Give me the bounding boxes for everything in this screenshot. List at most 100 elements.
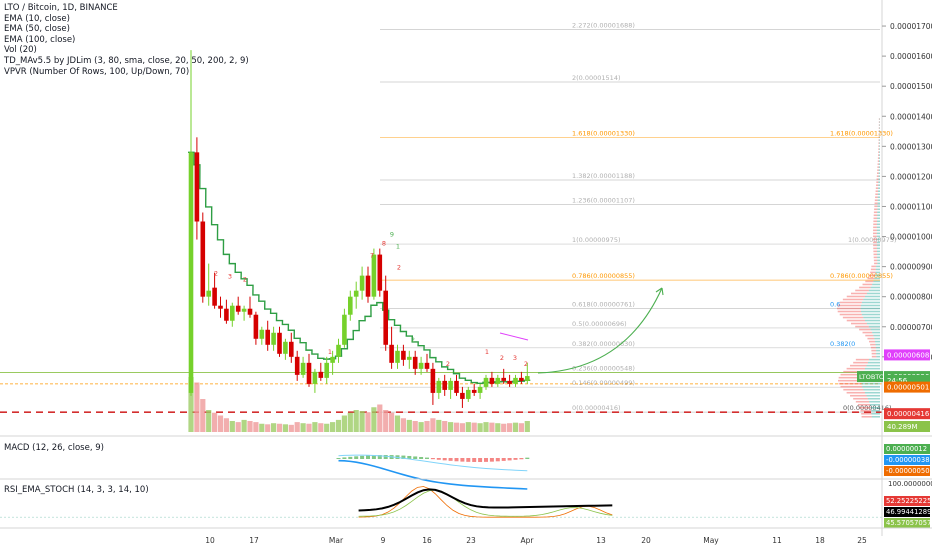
volume-bar	[512, 422, 519, 432]
vpvr-bar-up	[875, 271, 880, 274]
vpvr-bar-up	[877, 211, 880, 214]
candle-body	[312, 371, 318, 384]
indicator-vpvr[interactable]: VPVR (Number Of Rows, 100, Up/Down, 70)	[4, 66, 190, 77]
vpvr-bar-down	[873, 235, 877, 238]
ema-line	[188, 151, 531, 385]
vpvr-bar-up	[867, 397, 880, 400]
vpvr-bar-down	[867, 277, 875, 280]
volume-bar	[206, 410, 212, 432]
vpvr-bar-down	[861, 415, 872, 418]
vpvr-bar-down	[870, 268, 876, 271]
vpvr-bar-down	[878, 142, 880, 144]
indicator-ema50[interactable]: EMA (50, close)	[4, 24, 70, 35]
vpvr-bar-up	[879, 145, 880, 147]
td-label: 3	[228, 273, 232, 281]
indicator-volume[interactable]: Vol (20)	[4, 45, 37, 56]
indicator-ema10[interactable]: EMA (10, close)	[4, 13, 70, 24]
vpvr-bar-down	[838, 379, 862, 382]
vpvr-bar-up	[877, 256, 880, 259]
price-tick-label: 0.00001500	[890, 82, 932, 91]
macd-histogram-bar	[360, 455, 365, 459]
macd-value-label: 0.00000012	[886, 445, 927, 453]
vpvr-bar-down	[846, 295, 866, 298]
time-tick-label: 18	[815, 536, 825, 545]
candle-body	[336, 344, 341, 357]
vpvr-bar-up	[879, 130, 880, 132]
vpvr-bar-up	[860, 304, 880, 307]
vpvr-bar-down	[873, 244, 877, 247]
vpvr-bar-down	[859, 328, 871, 331]
vpvr-bar-down	[873, 220, 878, 223]
vpvr-bar-up	[872, 331, 880, 334]
indicator-legend: LTO / Bitcoin, 1D, BINANCE EMA (10, clos…	[4, 3, 249, 77]
time-tick-label: 25	[857, 536, 867, 545]
price-tag-label: 24:56	[887, 377, 908, 385]
indicator-ema100[interactable]: EMA (100, close)	[4, 34, 76, 45]
macd-histogram-bar	[489, 458, 494, 462]
macd-histogram-bar	[401, 455, 406, 459]
time-tick-label: Mar	[329, 536, 344, 545]
vpvr-bar-up	[865, 295, 880, 298]
vpvr-bar-up	[879, 142, 880, 144]
candle-body	[460, 392, 465, 399]
fib-right-label: 1.618(0.00001330)	[830, 129, 893, 137]
volume-bar	[217, 415, 224, 432]
vpvr-bar-up	[873, 334, 880, 337]
time-tick-label: 23	[466, 536, 476, 545]
macd-title[interactable]: MACD (12, 26, close, 9)	[4, 443, 104, 453]
volume-bar	[271, 423, 277, 432]
volume-bar	[223, 418, 229, 432]
candle-body	[206, 290, 211, 297]
trend-line-magenta	[499, 332, 529, 341]
vpvr-bar-down	[838, 382, 862, 385]
candle-body	[507, 380, 512, 384]
candle-body	[230, 305, 235, 321]
vpvr-bar-down	[850, 292, 867, 295]
vpvr-bar-down	[877, 163, 879, 165]
vpvr-bar-up	[879, 118, 880, 120]
rsi-value-tag	[884, 518, 930, 528]
vpvr-bar-down	[846, 367, 865, 370]
volume-bar	[312, 422, 318, 432]
candle-body	[407, 356, 412, 360]
fib-label: 0.786(0.00000855)	[572, 272, 635, 280]
candle-body	[348, 296, 353, 315]
vpvr-bar-down	[846, 319, 866, 322]
symbol-title[interactable]: LTO / Bitcoin, 1D, BINANCE	[4, 3, 118, 13]
vpvr-bar-down	[878, 148, 880, 150]
fib-label: 0.5(0.00000696)	[572, 320, 627, 328]
candle-body	[525, 376, 530, 381]
vpvr-bar-up	[877, 253, 880, 256]
vpvr-bar-up	[866, 322, 880, 325]
indicator-td[interactable]: TD_MAv5.5 by JDLim (3, 80, sma, close, 2…	[4, 55, 249, 66]
candle-body	[324, 362, 329, 378]
vpvr-bar-up	[878, 175, 880, 178]
volume-bar	[188, 377, 194, 432]
vpvr-bar-up	[861, 301, 880, 304]
vpvr-bar-up	[869, 400, 880, 403]
vpvr-bar-down	[850, 364, 867, 367]
candle-body	[200, 221, 206, 297]
vpvr-bar-down	[846, 391, 865, 394]
price-tick-label: 0.00000800	[890, 293, 932, 302]
time-tick-label: 10	[205, 536, 215, 545]
rsi-title[interactable]: RSI_EMA_STOCH (14, 3, 3, 14, 10)	[4, 485, 149, 495]
price-tick-label: 0.00001300	[890, 142, 932, 151]
price-tick-label: 0.00001600	[890, 52, 932, 61]
vpvr-bar-up	[876, 223, 880, 226]
volume-bar	[306, 423, 312, 432]
vpvr-bar-down	[839, 301, 862, 304]
vpvr-bar-down	[837, 307, 861, 310]
vpvr-bar-down	[877, 169, 879, 171]
td-label: 2	[411, 336, 415, 344]
vpvr-bar-up	[870, 406, 880, 409]
vpvr-bar-up	[860, 310, 880, 313]
volume-profile	[837, 118, 880, 418]
volume-bar	[241, 419, 247, 432]
volume-bar	[229, 421, 235, 432]
vpvr-bar-up	[871, 412, 880, 415]
volume-bar	[495, 423, 501, 432]
vpvr-bar-up	[869, 358, 880, 361]
price-tag-label: 0.00000608	[887, 351, 929, 359]
